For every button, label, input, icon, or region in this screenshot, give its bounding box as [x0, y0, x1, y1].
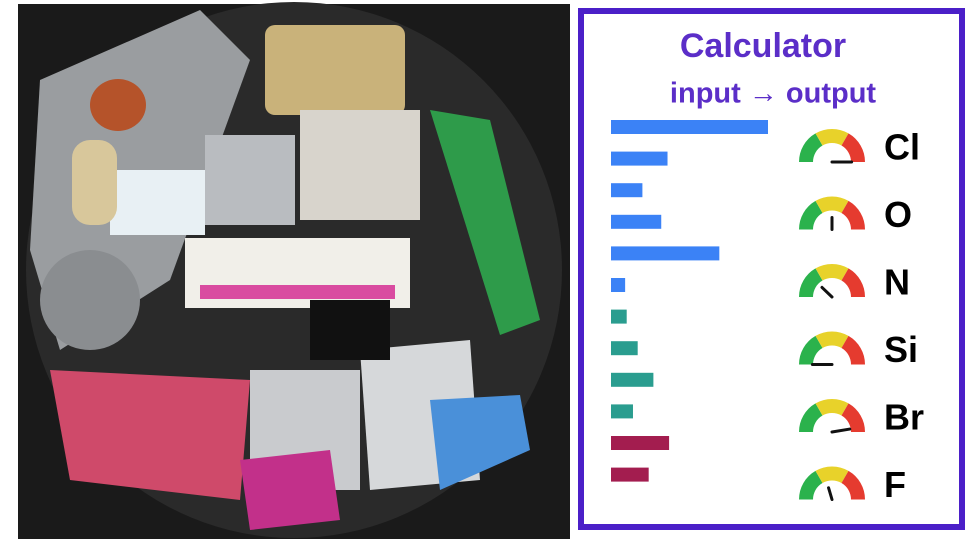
bar [611, 404, 633, 419]
bar [611, 151, 668, 166]
package [300, 110, 420, 220]
object [40, 250, 140, 350]
gauge-segment [841, 133, 865, 163]
element-label: O [884, 194, 912, 235]
bar [611, 246, 720, 261]
package [50, 370, 250, 500]
object [310, 300, 390, 360]
gauge-segment [799, 403, 823, 433]
package [430, 110, 540, 335]
gauge-segment [841, 200, 865, 230]
gauge-segment [799, 133, 823, 163]
object [90, 79, 146, 131]
bar [611, 467, 649, 482]
gauge-segment [841, 470, 865, 500]
element-label: Si [884, 329, 918, 370]
package [110, 170, 205, 235]
fabric [240, 450, 340, 530]
gauge-segment [815, 129, 849, 146]
panel-subtitle: input → output [670, 78, 876, 110]
package [265, 25, 405, 115]
panel-title: Calculator [680, 27, 846, 65]
gauge-segment [799, 200, 823, 230]
bar [611, 341, 638, 356]
foil [205, 135, 295, 225]
bar [611, 183, 643, 198]
gauge-segment [815, 399, 849, 416]
gauge-segment [841, 403, 865, 433]
bar [611, 436, 670, 450]
gauge-segment [815, 331, 849, 349]
object [72, 140, 117, 225]
color-strip [200, 285, 395, 299]
element-label: Cl [884, 127, 920, 168]
element-label: F [884, 464, 906, 505]
gauge-segment [799, 268, 823, 298]
element-label: Br [884, 397, 924, 438]
gauge-segment [815, 196, 849, 214]
bar [611, 372, 654, 387]
gauge-segment [841, 268, 865, 298]
gauge-segment [799, 335, 823, 365]
bar [611, 120, 768, 134]
bar [611, 309, 627, 324]
photo [18, 2, 570, 539]
gauge-segment [815, 466, 849, 484]
gauge-segment [841, 335, 865, 365]
element-label: N [884, 262, 910, 303]
gauge-needle [820, 285, 834, 299]
bar [611, 278, 626, 292]
gauge-segment [815, 264, 849, 281]
gauge-needle [830, 427, 852, 434]
gauge-needle [827, 486, 834, 501]
glove [430, 395, 530, 490]
bar [611, 214, 662, 229]
gauge-segment [799, 470, 823, 500]
